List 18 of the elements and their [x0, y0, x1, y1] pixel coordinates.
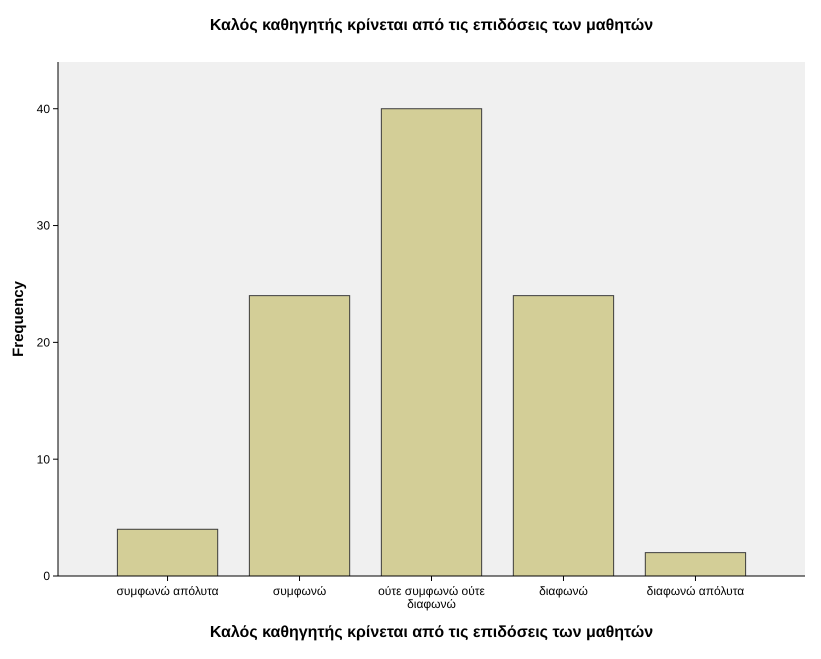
- y-tick-label: 30: [36, 218, 50, 233]
- bar: [512, 295, 614, 576]
- y-axis-title: Frequency: [10, 280, 27, 357]
- x-tick-label: διαφωνώ απόλυτα: [646, 584, 744, 598]
- x-tick-label: συμφωνώ: [272, 584, 326, 598]
- bar: [380, 108, 482, 576]
- x-axis-title: Καλός καθηγητής κρίνεται από τις επιδόσεις των μαθητών: [210, 624, 654, 641]
- x-tick-label: συμφωνώ απόλυτα: [116, 584, 219, 598]
- chart-title: Καλός καθηγητής κρίνεται από τις επιδόσεις των μαθητών: [210, 17, 654, 34]
- x-tick-label: ούτε συμφωνώ ούτε διαφωνώ: [378, 584, 486, 611]
- bar: [116, 528, 218, 576]
- x-tick-label: διαφωνώ: [539, 584, 588, 598]
- y-tick-label: 20: [36, 336, 50, 350]
- bar: [644, 552, 746, 576]
- y-tick-label: 40: [36, 102, 50, 116]
- y-tick-label: 10: [36, 452, 50, 466]
- y-tick-label: 0: [43, 569, 50, 584]
- bar: [248, 295, 350, 576]
